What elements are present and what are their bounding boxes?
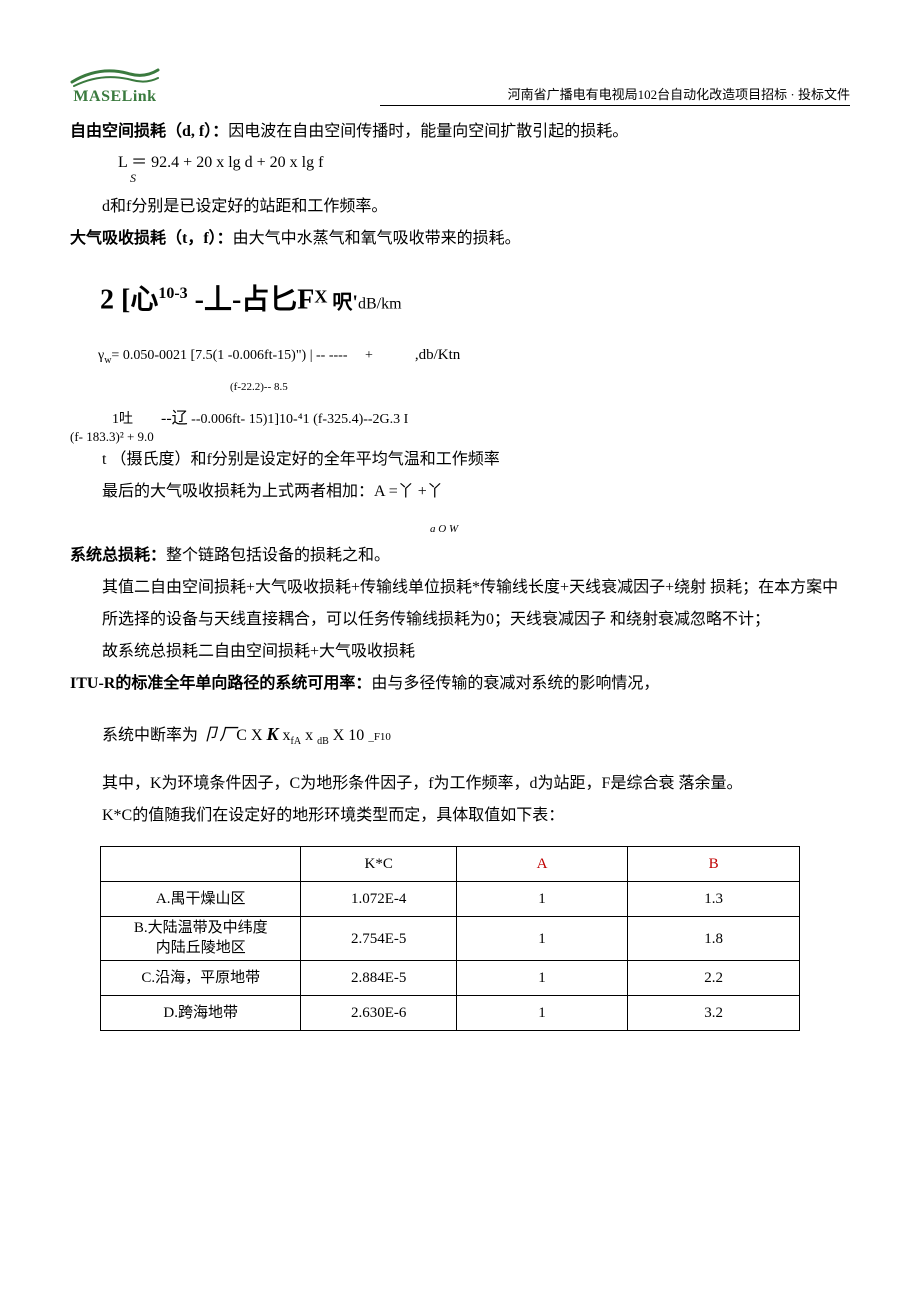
text: 因电波在自由空间传播时，能量向空间扩散引起的损耗。 <box>228 123 628 140</box>
cell-label: D.跨海地带 <box>101 996 301 1031</box>
cell-b: 1.3 <box>628 882 800 917</box>
f-part: -丄-占匕F <box>188 284 315 315</box>
para-total-loss: 系统总损耗：整个链路包括设备的损耗之和。 <box>70 540 850 572</box>
para-kc-intro: K*C的值随我们在设定好的地形环境类型而定，具体取值如下表： <box>70 800 850 832</box>
bold-label: 系统总损耗： <box>70 547 166 564</box>
cell-b: 1.8 <box>628 917 800 961</box>
cell-label-text: B.大陆温带及中纬度 内陆丘陵地区 <box>134 920 268 956</box>
mix-formula-line: 1吐 --辽 --0.006ft- 15)1]10-⁴1 (f-325.4)--… <box>70 409 850 429</box>
logo-swoosh-icon <box>70 60 160 90</box>
header-caption: 河南省广播电有电视局102台自动化改造项目招标 · 投标文件 <box>380 84 850 106</box>
cell-kc: 2.630E-6 <box>301 996 456 1031</box>
f-part: 呎' <box>327 291 358 313</box>
a-eq: A =丫 +丫 <box>374 483 443 500</box>
cell-b: 2.2 <box>628 961 800 996</box>
sym-k: K <box>267 724 279 744</box>
f-sup: 10-3 <box>158 285 187 302</box>
para-itu-r: ITU-R的标准全年单向路径的系统可用率：由与多径传输的衰减对系统的影响情况， <box>70 668 850 700</box>
formula-text: L ＝ 92.4 + 20 x lg d + 20 x lg f <box>118 154 323 171</box>
sym: 卩厂 <box>198 725 236 744</box>
para-total-simplified: 故系统总损耗二自由空间损耗+大气吸收损耗 <box>70 636 850 668</box>
cell-kc: 2.754E-5 <box>301 917 456 961</box>
times: x <box>279 727 291 744</box>
para-free-space-loss: 自由空间损耗（d, f）：因电波在自由空间传播时，能量向空间扩散引起的损耗。 <box>70 116 850 148</box>
text: 由与多径传输的衰减对系统的影响情况， <box>371 675 659 692</box>
a-eq-sub: a O W <box>430 523 458 535</box>
sub-db: dB <box>317 736 329 747</box>
logo-text: MASELink <box>73 88 156 106</box>
f-sup-x: X <box>314 286 327 306</box>
sym-c: C <box>236 727 247 744</box>
kc-table: K*C A B A.禺干燥山区 1.072E-4 1 1.3 B.大陆温带及中纬… <box>100 846 800 1031</box>
f-part: 2 [心 <box>100 284 158 315</box>
para-sum-formula: 最后的大气吸收损耗为上式两者相加：A =丫 +丫 a O W <box>70 476 850 540</box>
gamma-w-line: γw= 0.050-0021 [7.5(1 -0.006ft-15)") | -… <box>70 346 850 367</box>
para-t-f-note: t （摄氏度）和f分别是设定好的全年平均气温和工作频率 <box>70 444 850 476</box>
formula-subscript: S <box>118 172 850 185</box>
cell-a: 1 <box>456 917 627 961</box>
cell-label: A.禺干燥山区 <box>101 882 301 917</box>
table-row: C.沿海，平原地带 2.884E-5 1 2.2 <box>101 961 800 996</box>
document-body: 自由空间损耗（d, f）：因电波在自由空间传播时，能量向空间扩散引起的损耗。 L… <box>70 116 850 1031</box>
mix-a: 1吐 <box>112 412 133 427</box>
para-df-note: d和f分别是已设定好的站距和工作频率。 <box>70 191 850 223</box>
cell-a: 1 <box>456 882 627 917</box>
gamma-unit: ,db/Ktn <box>415 347 460 363</box>
formula-ls: L ＝ 92.4 + 20 x lg d + 20 x lg f S <box>70 154 850 185</box>
gamma-body: = 0.050-0021 [7.5(1 -0.006ft-15)") | -- … <box>111 348 414 363</box>
text: 由大气中水蒸气和氧气吸收带来的损耗。 <box>233 230 521 247</box>
table-header-row: K*C A B <box>101 847 800 882</box>
cell-a: 1 <box>456 961 627 996</box>
large-formula: 2 [心10-3 -丄-占匕FX 呎'dB/km <box>100 285 850 316</box>
th-b: B <box>628 847 800 882</box>
cell-kc: 2.884E-5 <box>301 961 456 996</box>
times: x <box>301 727 317 744</box>
para-total-detail: 其值二自由空间损耗+大气吸收损耗+传输线单位损耗*传输线长度+天线衰减因子+绕射… <box>70 572 850 636</box>
para-kcfdF: 其中，K为环境条件因子，C为地形条件因子，f为工作频率，d为站距，F是综合衰 落… <box>70 768 850 800</box>
mix-b: --辽 <box>161 410 188 427</box>
para-atmos-loss: 大气吸收损耗（t，f）：由大气中水蒸气和氧气吸收带来的损耗。 <box>70 223 850 255</box>
page-header: MASELink 河南省广播电有电视局102台自动化改造项目招标 · 投标文件 <box>70 60 850 106</box>
th-kc: K*C <box>301 847 456 882</box>
text: 最后的大气吸收损耗为上式两者相加： <box>102 483 374 500</box>
frac-line-2: (f- 183.3)² + 9.0 <box>70 429 850 445</box>
times-10: X 10 <box>329 727 369 744</box>
text: 整个链路包括设备的损耗之和。 <box>166 547 390 564</box>
table-row: A.禺干燥山区 1.072E-4 1 1.3 <box>101 882 800 917</box>
gamma-frac: (f-22.2)-- 8.5 <box>70 381 288 393</box>
table-row: B.大陆温带及中纬度 内陆丘陵地区 2.754E-5 1 1.8 <box>101 917 800 961</box>
cell-kc: 1.072E-4 <box>301 882 456 917</box>
cell-b: 3.2 <box>628 996 800 1031</box>
document-page: MASELink 河南省广播电有电视局102台自动化改造项目招标 · 投标文件 … <box>0 0 920 1081</box>
logo: MASELink <box>70 60 160 106</box>
f-unit: dB/km <box>358 295 402 312</box>
text: 系统中断率为 <box>102 727 198 744</box>
cell-label: C.沿海，平原地带 <box>101 961 301 996</box>
bold-label: 大气吸收损耗（t，f）： <box>70 230 233 247</box>
th-a: A <box>456 847 627 882</box>
interrupt-rate-formula: 系统中断率为 卩厂C X K xfA x dB X 10 _F10 <box>70 716 850 752</box>
bold-label: 自由空间损耗（d, f）： <box>70 123 228 140</box>
bold-label: ITU-R的标准全年单向路径的系统可用率： <box>70 675 371 692</box>
mix-c: --0.006ft- 15)1]10-⁴1 (f-325.4)--2G.3 I <box>191 412 408 427</box>
cell-a: 1 <box>456 996 627 1031</box>
sub-fa: fA <box>291 736 302 747</box>
sub-f10: _F10 <box>368 731 391 743</box>
th-blank <box>101 847 301 882</box>
table-row: D.跨海地带 2.630E-6 1 3.2 <box>101 996 800 1031</box>
cell-label: B.大陆温带及中纬度 内陆丘陵地区 <box>101 917 301 961</box>
times: X <box>247 727 267 744</box>
